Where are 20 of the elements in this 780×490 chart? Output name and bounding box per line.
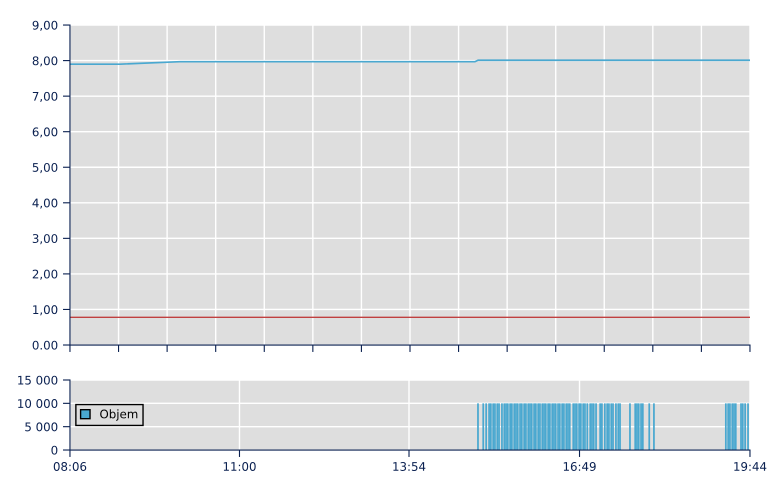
y-tick-label: 10 000	[18, 399, 58, 408]
x-tick-label: 13:54	[393, 462, 426, 471]
y-tick-label: 6,00	[32, 127, 58, 138]
y-tick-label: 5,00	[32, 162, 58, 174]
y-tick-label: 4,00	[32, 198, 58, 209]
y-tick-label: 0.00	[32, 340, 58, 350]
y-tick-label: 2,00	[32, 270, 58, 280]
x-tick-label: 08:06	[54, 462, 86, 471]
y-tick-label: 15 000	[18, 376, 58, 385]
legend-label: Objem	[100, 409, 138, 421]
x-tick-label: 11:00	[224, 462, 256, 471]
x-tick-label: 16:49	[564, 462, 596, 471]
y-tick-label: 7,00	[32, 92, 58, 102]
y-tick-label: 5 000	[25, 422, 58, 432]
y-tick-label: 8,00	[32, 56, 58, 66]
y-tick-label: 9,00	[32, 20, 58, 31]
y-tick-label: 0	[51, 446, 58, 455]
x-tick-label: 19:44	[734, 462, 766, 471]
y-tick-label: 1,00	[33, 305, 58, 316]
y-tick-label: 3,00	[32, 234, 58, 244]
